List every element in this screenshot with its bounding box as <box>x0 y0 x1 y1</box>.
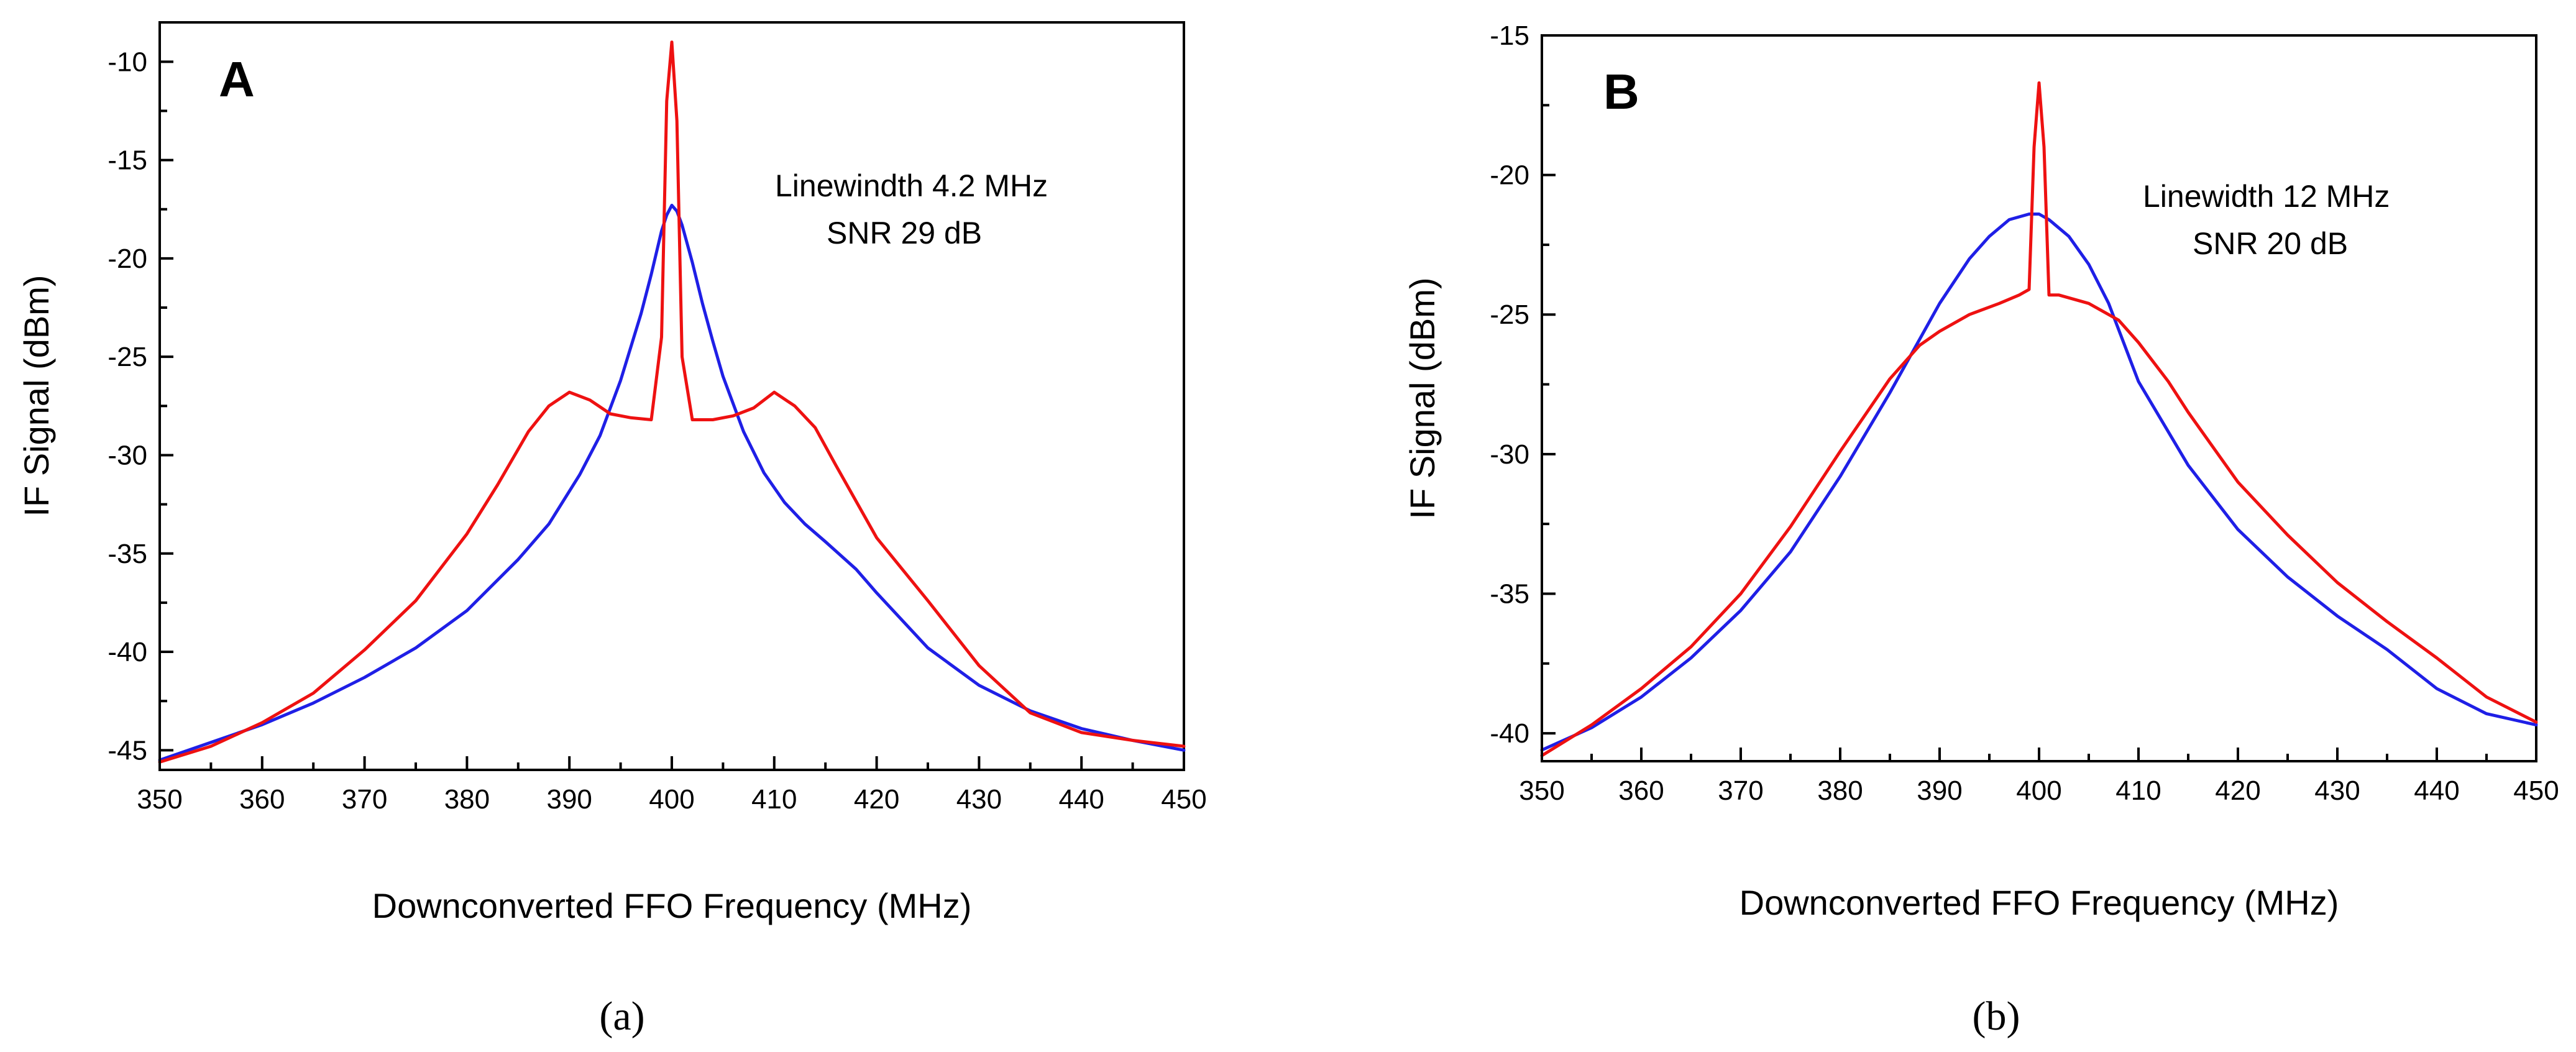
panel-letter: B <box>1603 64 1639 119</box>
y-tick-label: -15 <box>108 145 147 176</box>
y-tick-label: -30 <box>1490 439 1529 470</box>
x-tick-label: 450 <box>1161 784 1206 815</box>
y-tick-label: -35 <box>108 539 147 569</box>
x-axis: 350 360 370 380 390 400 410 420 430 440 450 <box>1519 748 2559 806</box>
x-tick-label: 420 <box>854 784 899 815</box>
y-tick-label: -35 <box>1490 579 1529 609</box>
plot-frame <box>158 21 1185 771</box>
x-tick-label: 410 <box>751 784 797 815</box>
series-line-red <box>1540 81 2538 757</box>
x-tick-label: 390 <box>1917 775 1962 806</box>
series-line-red <box>158 40 1186 764</box>
x-tick-label: 370 <box>342 784 387 815</box>
x-tick-label: 430 <box>956 784 1002 815</box>
x-axis-title: Downconverted FFO Frequency (MHz) <box>372 886 972 925</box>
chart-panel-b: 350 360 370 380 390 400 410 420 430 440 450 -15 -20… <box>1403 21 2559 1039</box>
x-tick-label: 350 <box>1519 775 1564 806</box>
figure-caption: (b) <box>1973 994 2020 1039</box>
x-axis: 350 360 370 380 390 400 410 420 430 440 450 <box>137 756 1207 815</box>
x-tick-label: 440 <box>1058 784 1104 815</box>
x-axis-title: Downconverted FFO Frequency (MHz) <box>1739 883 2339 922</box>
y-tick-label: -45 <box>108 735 147 766</box>
figure-caption: (a) <box>599 994 644 1039</box>
annotation-line-1: Linewidth 12 MHz <box>2143 179 2390 214</box>
x-tick-label: 440 <box>2414 775 2459 806</box>
series-line-blue <box>158 203 1186 762</box>
y-tick-label: -25 <box>1490 300 1529 330</box>
x-tick-label: 380 <box>1817 775 1863 806</box>
y-tick-label: -40 <box>108 637 147 667</box>
x-tick-label: 360 <box>239 784 285 815</box>
x-tick-label: 390 <box>546 784 592 815</box>
y-axis: -15 -20 -25 -30 -35 -40 <box>1490 21 1556 749</box>
series-line-blue <box>1540 213 2538 752</box>
x-tick-label: 400 <box>2016 775 2061 806</box>
x-tick-label: 430 <box>2314 775 2360 806</box>
y-tick-label: -15 <box>1490 21 1529 51</box>
x-tick-label: 420 <box>2215 775 2260 806</box>
y-axis-title: IF Signal (dBm) <box>1403 278 1442 519</box>
y-tick-label: -40 <box>1490 718 1529 749</box>
y-tick-label: -25 <box>108 342 147 372</box>
x-tick-label: 380 <box>444 784 490 815</box>
y-axis-title: IF Signal (dBm) <box>17 275 56 517</box>
y-axis: -10 -15 -20 -25 -30 -35 -40 -45 <box>108 47 173 766</box>
y-tick-label: -20 <box>108 244 147 274</box>
x-tick-label: 410 <box>2115 775 2161 806</box>
plot-frame <box>1541 34 2537 762</box>
x-tick-label: 400 <box>649 784 694 815</box>
annotation-line-2: SNR 29 dB <box>827 216 982 250</box>
x-tick-label: 360 <box>1618 775 1664 806</box>
x-tick-label: 370 <box>1718 775 1763 806</box>
y-tick-label: -10 <box>108 47 147 77</box>
x-tick-label: 350 <box>137 784 182 815</box>
x-tick-label: 450 <box>2513 775 2559 806</box>
panel-letter: A <box>219 52 255 107</box>
annotation-line-2: SNR 20 dB <box>2193 226 2348 261</box>
y-tick-label: -30 <box>108 440 147 470</box>
series-layer <box>158 40 1186 764</box>
series-layer <box>1540 81 2538 757</box>
y-tick-label: -20 <box>1490 160 1529 191</box>
annotation-line-1: Linewindth 4.2 MHz <box>775 168 1048 203</box>
chart-panel-a: 350 360 370 380 390 400 410 420 430 440 450 -10 -15… <box>17 21 1207 1039</box>
